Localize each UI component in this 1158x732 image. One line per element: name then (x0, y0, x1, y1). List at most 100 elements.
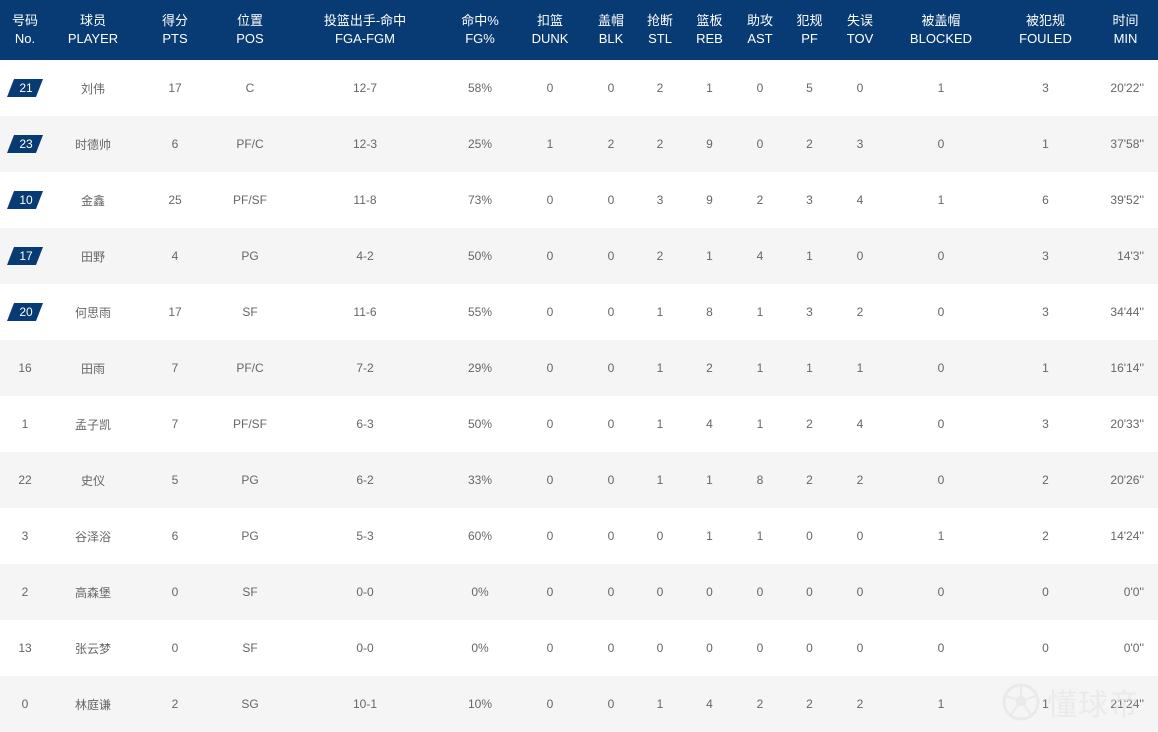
cell-ast: 1 (756, 417, 764, 431)
cell-no: 16 (0, 340, 50, 396)
jersey-number: 23 (19, 137, 33, 151)
table-row[interactable]: 17 田野 4 PG 4-2 50% 0 0 2 1 4 1 0 0 3 14'3'' (0, 228, 1158, 284)
col-header-cn: 被盖帽 (921, 13, 961, 28)
cell-player-name[interactable]: 孟子凯 (74, 417, 111, 432)
cell-fga-fgm: 12-3 (352, 137, 378, 151)
cell-player-name[interactable]: 刘伟 (80, 81, 105, 96)
cell-reb: 1 (706, 529, 713, 543)
col-header-cn: 命中% (461, 13, 499, 28)
cell-player-name[interactable]: 何思雨 (74, 305, 111, 320)
col-header-en: REB (696, 31, 723, 46)
cell-tov: 4 (856, 193, 864, 207)
cell-pos: SF (242, 585, 258, 599)
cell-fg-pct: 33% (467, 473, 493, 487)
cell-pf: 2 (806, 417, 813, 431)
cell-blocked: 1 (937, 529, 945, 543)
cell-min: 16'14'' (1110, 361, 1144, 375)
col-header-en: BLOCKED (909, 31, 973, 46)
col-header-tov[interactable]: 失误 TOV (836, 0, 884, 60)
cell-pos: C (245, 81, 255, 95)
table-row[interactable]: 21 刘伟 17 C 12-7 58% 0 0 2 1 0 5 0 1 3 20'22'' (0, 60, 1158, 116)
table-row[interactable]: 0 林庭谦 2 SG 10-1 10% 0 0 1 4 2 2 2 1 1 21'24'' (0, 676, 1158, 732)
table-row[interactable]: 16 田雨 7 PF/C 7-2 29% 0 0 1 2 1 1 1 0 1 16'14'' (0, 340, 1158, 396)
table-row[interactable]: 20 何思雨 17 SF 11-6 55% 0 0 1 8 1 3 2 0 3 34'44'' (0, 284, 1158, 340)
cell-player-name[interactable]: 张云梦 (74, 641, 111, 656)
cell-blocked: 0 (937, 137, 945, 151)
col-header-cn: 球员 (79, 13, 106, 28)
cell-player-name[interactable]: 谷泽浴 (74, 529, 111, 544)
table-row[interactable]: 2 高森堡 0 SF 0-0 0% 0 0 0 0 0 0 0 0 0 0'0'' (0, 564, 1158, 620)
badge-shape (7, 135, 43, 153)
cell-player-name[interactable]: 田雨 (80, 361, 105, 376)
cell-no: 22 (0, 452, 50, 508)
cell-pts: 0 (171, 641, 179, 655)
cell-stl: 1 (656, 361, 664, 375)
cell-player-name[interactable]: 金鑫 (80, 193, 105, 208)
cell-tov: 0 (856, 249, 864, 263)
cell-fg-pct: 58% (467, 81, 493, 95)
cell-player-name[interactable]: 林庭谦 (74, 697, 111, 712)
col-header-reb[interactable]: 篮板 REB (682, 0, 737, 60)
cell-blocked: 1 (937, 193, 945, 207)
table-row[interactable]: 22 史仪 5 PG 6-2 33% 0 0 1 1 8 2 2 0 2 20'26'' (0, 452, 1158, 508)
table-row[interactable]: 3 谷泽浴 6 PG 5-3 60% 0 0 0 1 1 0 0 1 2 14'24'' (0, 508, 1158, 564)
cell-fouled: 2 (1042, 473, 1049, 487)
cell-min: 14'24'' (1110, 529, 1144, 543)
cell-blocked: 0 (937, 361, 945, 375)
col-header-en: FOULED (1019, 31, 1072, 46)
cell-ast: 4 (756, 249, 764, 263)
col-header-cn: 扣篮 (536, 13, 563, 28)
table-row[interactable]: 13 张云梦 0 SF 0-0 0% 0 0 0 0 0 0 0 0 0 0'0'' (0, 620, 1158, 676)
cell-player-name[interactable]: 高森堡 (74, 585, 111, 600)
col-header-pts[interactable]: 得分 PTS (136, 0, 214, 60)
cell-pf: 3 (806, 193, 813, 207)
cell-stl: 2 (656, 137, 664, 151)
col-header-pos[interactable]: 位置 POS (214, 0, 286, 60)
cell-player-name[interactable]: 史仪 (80, 473, 105, 488)
cell-blk: 0 (607, 81, 615, 95)
cell-fouled: 3 (1042, 81, 1049, 95)
cell-no: 23 (0, 116, 50, 172)
cell-ast: 0 (756, 641, 764, 655)
cell-no: 20 (0, 284, 50, 340)
table-row[interactable]: 1 孟子凯 7 PF/SF 6-3 50% 0 0 1 4 1 2 4 0 3 20'33'' (0, 396, 1158, 452)
cell-blocked: 0 (937, 641, 945, 655)
cell-ast: 0 (756, 585, 764, 599)
col-header-cn: 助攻 (746, 13, 773, 28)
cell-no: 1 (0, 396, 50, 452)
col-header-fga-fgm[interactable]: 投篮出手-命中 FGA-FGM (286, 0, 444, 60)
cell-fouled: 3 (1042, 417, 1049, 431)
cell-blocked: 1 (937, 697, 945, 711)
col-header-blocked[interactable]: 被盖帽 BLOCKED (884, 0, 998, 60)
cell-fga-fgm: 0-0 (356, 641, 374, 655)
cell-fg-pct: 60% (467, 529, 493, 543)
table-row[interactable]: 23 时德帅 6 PF/C 12-3 25% 1 2 2 9 0 2 3 0 1 37'58'' (0, 116, 1158, 172)
cell-fga-fgm: 6-3 (356, 417, 374, 431)
cell-stl: 3 (656, 193, 664, 207)
col-header-fg-pct[interactable]: 命中% FG% (444, 0, 516, 60)
col-header-blk[interactable]: 盖帽 BLK (584, 0, 638, 60)
cell-tov: 0 (856, 529, 864, 543)
header-row: 号码 No. 球员 PLAYER 得分 PTS 位置 POS 投篮出手-命中 FGA-FG… (0, 0, 1158, 60)
cell-ast: 2 (756, 193, 764, 207)
cell-fouled: 1 (1042, 137, 1049, 151)
cell-tov: 1 (856, 361, 864, 375)
col-header-fouled[interactable]: 被犯规 FOULED (998, 0, 1093, 60)
col-header-min[interactable]: 时间 MIN (1093, 0, 1158, 60)
cell-pts: 6 (171, 529, 179, 543)
col-header-dunk[interactable]: 扣篮 DUNK (516, 0, 584, 60)
jersey-number: 16 (18, 361, 32, 375)
col-header-stl[interactable]: 抢断 STL (638, 0, 682, 60)
cell-reb: 9 (706, 137, 713, 151)
col-header-no[interactable]: 号码 No. (0, 0, 50, 60)
col-header-player[interactable]: 球员 PLAYER (50, 0, 136, 60)
table-row[interactable]: 10 金鑫 25 PF/SF 11-8 73% 0 0 3 9 2 3 4 1 6 39'52'' (0, 172, 1158, 228)
col-header-ast[interactable]: 助攻 AST (737, 0, 783, 60)
cell-player-name[interactable]: 田野 (80, 249, 105, 264)
cell-player-name[interactable]: 时德帅 (74, 137, 111, 152)
cell-stl: 0 (656, 641, 664, 655)
cell-fga-fgm: 11-6 (353, 305, 377, 319)
cell-min: 21'24'' (1110, 697, 1144, 711)
cell-stl: 1 (656, 473, 664, 487)
col-header-pf[interactable]: 犯规 PF (783, 0, 836, 60)
